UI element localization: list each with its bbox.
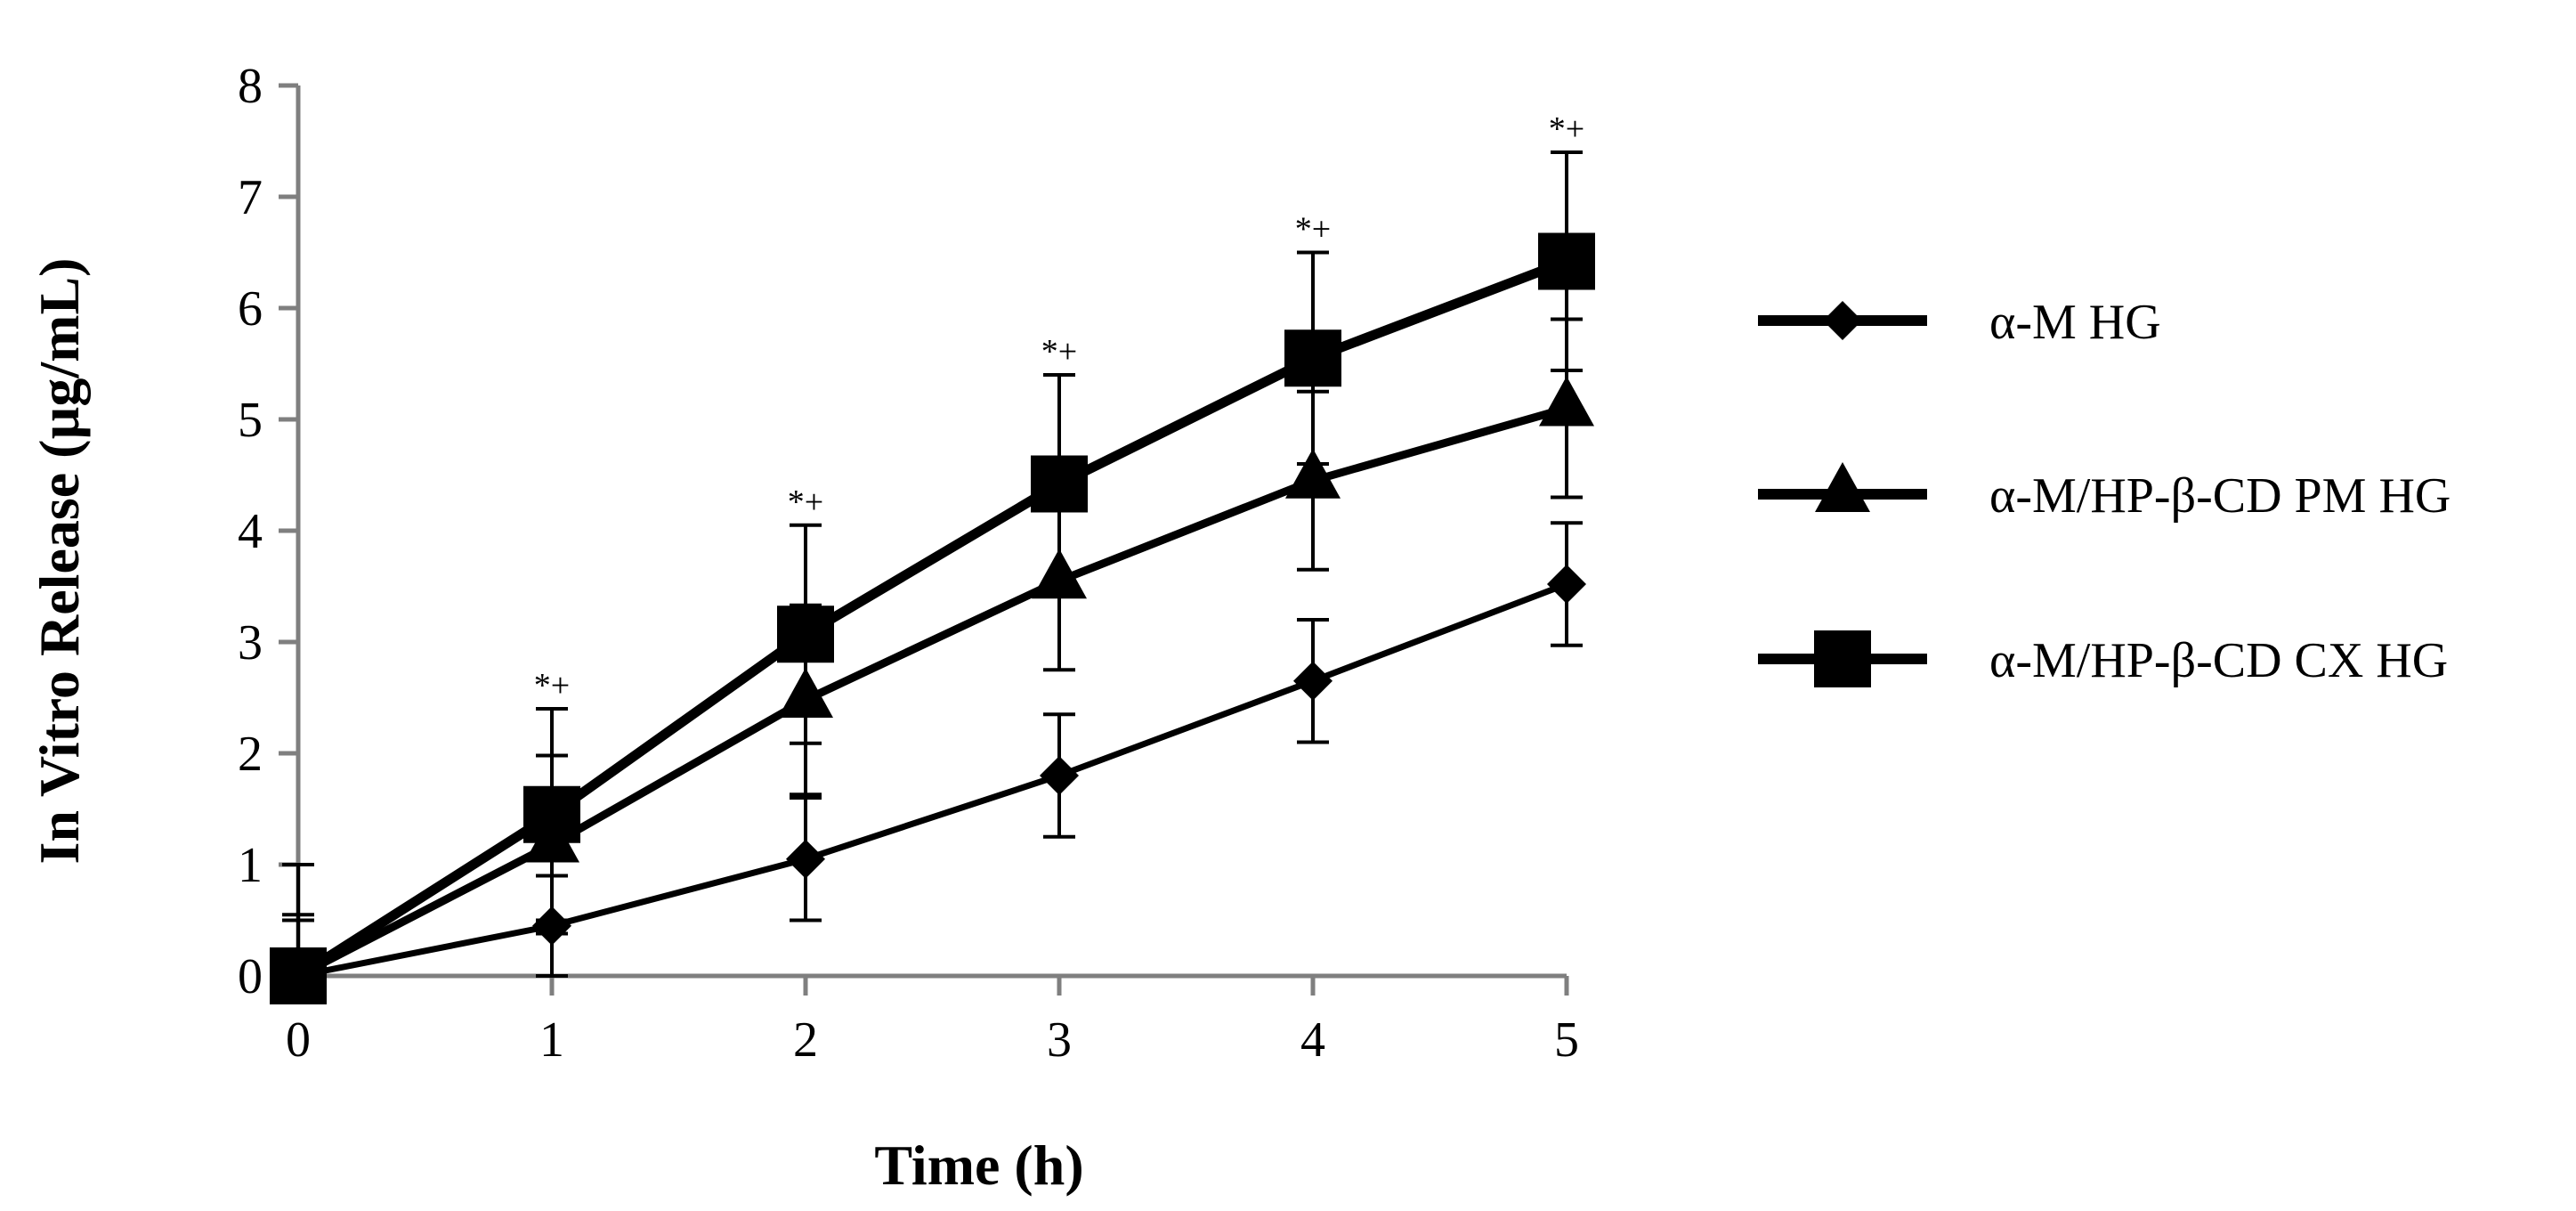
x-tick-label: 5 (1554, 1012, 1579, 1068)
y-tick-label: 8 (238, 59, 263, 114)
square-data-point (777, 606, 834, 663)
square-data-point (523, 785, 580, 843)
x-tick-label: 3 (1047, 1012, 1072, 1068)
plot-area: *+ *+ *+ *+ *+ (270, 110, 1595, 1004)
axes: 0 1 2 3 4 5 6 7 8 0 1 2 3 4 5 (238, 59, 1579, 1068)
y-tick-label: 0 (238, 949, 263, 1004)
y-tick-label: 5 (238, 393, 263, 448)
significance-annotation: *+ (1549, 110, 1584, 148)
x-axis-title: Time (h) (874, 1134, 1083, 1197)
diamond-data-point (1547, 565, 1586, 604)
series-line-square (296, 256, 1568, 980)
diamond-data-point (1040, 756, 1079, 795)
y-axis-title: In Vitro Release (µg/mL) (28, 258, 91, 865)
x-tick-label: 2 (793, 1012, 818, 1068)
square-data-point (270, 947, 327, 1004)
significance-annotation: *+ (1295, 211, 1331, 248)
y-tick-label: 7 (238, 170, 263, 225)
y-tick-label: 4 (238, 504, 263, 559)
legend-label: α-M/HP-β-CD PM HG (1989, 468, 2450, 524)
legend-marker-square (1814, 630, 1871, 687)
diamond-data-point (786, 839, 825, 879)
legend-marker-triangle (1815, 462, 1870, 512)
series-line-triangle (296, 404, 1568, 979)
series-line-diamond (297, 581, 1568, 979)
square-data-point (1284, 329, 1341, 387)
triangle-data-point (1539, 376, 1594, 427)
y-tick-label: 1 (238, 838, 263, 893)
x-tick-label: 4 (1300, 1012, 1325, 1068)
legend: α-M HG α-M/HP-β-CD PM HG α-M/HP-β-CD CX HG (1758, 295, 2450, 688)
legend-label: α-M/HP-β-CD CX HG (1989, 633, 2448, 688)
diamond-data-point (532, 906, 571, 946)
significance-annotation: *+ (1041, 333, 1077, 370)
legend-label: α-M HG (1989, 295, 2161, 350)
y-tick-label: 6 (238, 281, 263, 337)
triangle-data-point (1032, 549, 1087, 599)
square-data-point (1031, 455, 1088, 513)
square-data-point (1538, 232, 1595, 290)
significance-annotation: *+ (788, 484, 823, 521)
x-tick-label: 0 (286, 1012, 311, 1068)
significance-annotation: *+ (534, 667, 570, 704)
triangle-data-point (1285, 448, 1341, 499)
diamond-data-point (1293, 661, 1333, 701)
legend-marker-diamond (1823, 301, 1862, 340)
triangle-data-point (778, 668, 833, 718)
y-tick-label: 3 (238, 615, 263, 671)
x-tick-label: 1 (539, 1012, 564, 1068)
y-tick-label: 2 (238, 727, 263, 782)
